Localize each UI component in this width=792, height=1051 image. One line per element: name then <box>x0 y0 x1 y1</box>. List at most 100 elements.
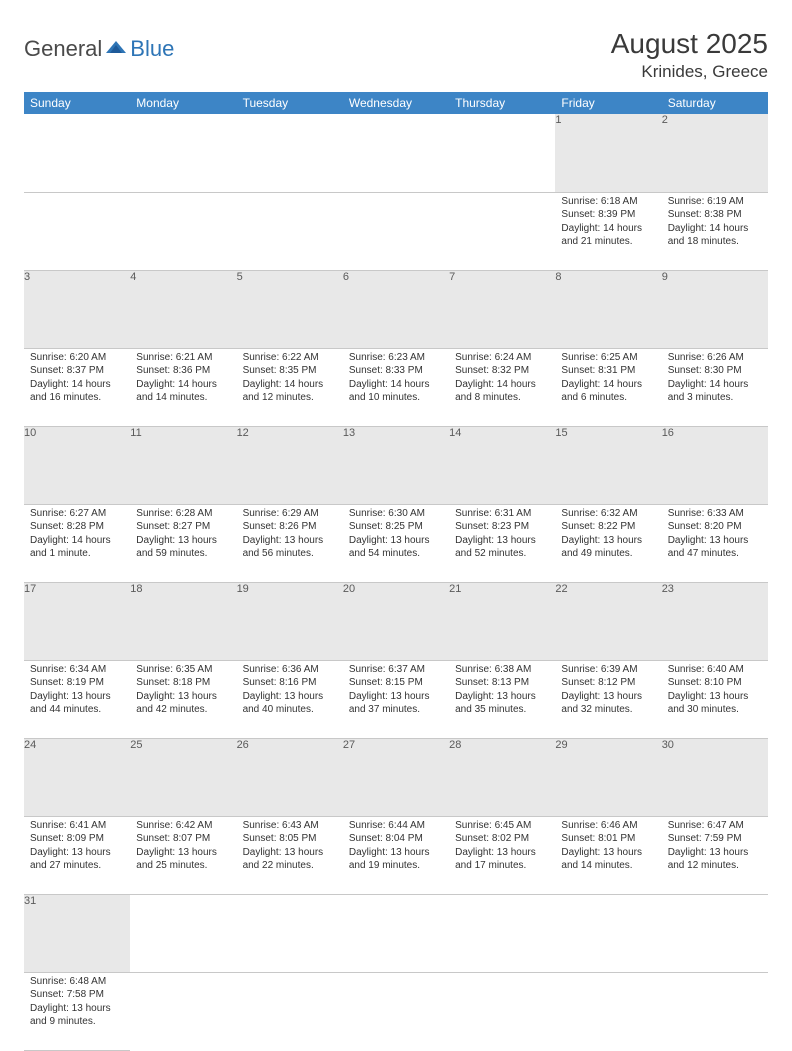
day-line-sr: Sunrise: 6:42 AM <box>136 819 230 833</box>
day-number: 9 <box>662 271 668 283</box>
day-line-d2: and 16 minutes. <box>30 391 124 405</box>
day-line-d1: Daylight: 13 hours <box>668 846 762 860</box>
day-line-d2: and 44 minutes. <box>30 703 124 717</box>
day-number-cell <box>662 894 768 972</box>
day-line-d2: and 14 minutes. <box>561 859 655 873</box>
day-line-sr: Sunrise: 6:35 AM <box>136 663 230 677</box>
day-number-cell: 21 <box>449 582 555 660</box>
day-line-d1: Daylight: 14 hours <box>668 222 762 236</box>
daynum-row: 31 <box>24 894 768 972</box>
day-number: 6 <box>343 271 349 283</box>
day-line-ss: Sunset: 8:09 PM <box>30 832 124 846</box>
title-block: August 2025 Krinides, Greece <box>611 28 768 82</box>
day-line-sr: Sunrise: 6:20 AM <box>30 351 124 365</box>
day-number: 5 <box>237 271 243 283</box>
day-number-cell: 19 <box>237 582 343 660</box>
day-number: 8 <box>555 271 561 283</box>
day-body: Sunrise: 6:28 AMSunset: 8:27 PMDaylight:… <box>130 505 236 565</box>
daynum-row: 17181920212223 <box>24 582 768 660</box>
day-line-sr: Sunrise: 6:21 AM <box>136 351 230 365</box>
day-line-sr: Sunrise: 6:37 AM <box>349 663 443 677</box>
weekday-header: Friday <box>555 92 661 114</box>
day-line-sr: Sunrise: 6:38 AM <box>455 663 549 677</box>
day-cell <box>555 972 661 1050</box>
day-line-d1: Daylight: 13 hours <box>455 534 549 548</box>
day-cell: Sunrise: 6:33 AMSunset: 8:20 PMDaylight:… <box>662 504 768 582</box>
day-cell: Sunrise: 6:35 AMSunset: 8:18 PMDaylight:… <box>130 660 236 738</box>
day-line-d2: and 25 minutes. <box>136 859 230 873</box>
day-number-cell: 17 <box>24 582 130 660</box>
day-number-cell <box>449 114 555 192</box>
day-body: Sunrise: 6:48 AMSunset: 7:58 PMDaylight:… <box>24 973 130 1033</box>
day-line-sr: Sunrise: 6:40 AM <box>668 663 762 677</box>
day-line-sr: Sunrise: 6:45 AM <box>455 819 549 833</box>
day-line-d1: Daylight: 13 hours <box>561 690 655 704</box>
day-line-ss: Sunset: 8:35 PM <box>243 364 337 378</box>
logo: General Blue <box>24 28 174 62</box>
day-line-sr: Sunrise: 6:43 AM <box>243 819 337 833</box>
day-number: 3 <box>24 271 30 283</box>
week-row: Sunrise: 6:41 AMSunset: 8:09 PMDaylight:… <box>24 816 768 894</box>
day-number: 28 <box>449 739 461 751</box>
day-line-d2: and 8 minutes. <box>455 391 549 405</box>
day-line-ss: Sunset: 8:07 PM <box>136 832 230 846</box>
day-number: 17 <box>24 583 36 595</box>
weekday-header: Monday <box>130 92 236 114</box>
day-line-d2: and 14 minutes. <box>136 391 230 405</box>
day-body: Sunrise: 6:26 AMSunset: 8:30 PMDaylight:… <box>662 349 768 409</box>
day-line-sr: Sunrise: 6:44 AM <box>349 819 443 833</box>
day-number-cell: 5 <box>237 270 343 348</box>
day-number-cell: 20 <box>343 582 449 660</box>
day-body: Sunrise: 6:30 AMSunset: 8:25 PMDaylight:… <box>343 505 449 565</box>
day-line-d2: and 1 minute. <box>30 547 124 561</box>
day-line-ss: Sunset: 8:20 PM <box>668 520 762 534</box>
day-line-ss: Sunset: 8:31 PM <box>561 364 655 378</box>
day-cell: Sunrise: 6:18 AMSunset: 8:39 PMDaylight:… <box>555 192 661 270</box>
day-body: Sunrise: 6:25 AMSunset: 8:31 PMDaylight:… <box>555 349 661 409</box>
day-line-d2: and 52 minutes. <box>455 547 549 561</box>
day-line-ss: Sunset: 8:22 PM <box>561 520 655 534</box>
day-number: 15 <box>555 427 567 439</box>
day-line-sr: Sunrise: 6:33 AM <box>668 507 762 521</box>
header: General Blue August 2025 Krinides, Greec… <box>24 28 768 82</box>
day-body: Sunrise: 6:31 AMSunset: 8:23 PMDaylight:… <box>449 505 555 565</box>
day-number-cell: 16 <box>662 426 768 504</box>
day-number-cell: 24 <box>24 738 130 816</box>
day-body: Sunrise: 6:22 AMSunset: 8:35 PMDaylight:… <box>237 349 343 409</box>
day-number-cell: 22 <box>555 582 661 660</box>
day-line-ss: Sunset: 8:05 PM <box>243 832 337 846</box>
day-line-d1: Daylight: 14 hours <box>349 378 443 392</box>
day-line-ss: Sunset: 8:18 PM <box>136 676 230 690</box>
day-line-ss: Sunset: 8:39 PM <box>561 208 655 222</box>
day-line-d1: Daylight: 13 hours <box>349 846 443 860</box>
day-line-ss: Sunset: 8:38 PM <box>668 208 762 222</box>
calendar-body: 12Sunrise: 6:18 AMSunset: 8:39 PMDayligh… <box>24 114 768 1050</box>
day-line-d2: and 18 minutes. <box>668 235 762 249</box>
day-line-ss: Sunset: 8:10 PM <box>668 676 762 690</box>
day-number: 26 <box>237 739 249 751</box>
day-line-sr: Sunrise: 6:32 AM <box>561 507 655 521</box>
day-cell: Sunrise: 6:41 AMSunset: 8:09 PMDaylight:… <box>24 816 130 894</box>
day-cell: Sunrise: 6:21 AMSunset: 8:36 PMDaylight:… <box>130 348 236 426</box>
day-line-d2: and 37 minutes. <box>349 703 443 717</box>
day-number-cell <box>130 114 236 192</box>
day-cell: Sunrise: 6:47 AMSunset: 7:59 PMDaylight:… <box>662 816 768 894</box>
day-number: 11 <box>130 427 141 439</box>
day-cell <box>237 192 343 270</box>
weekday-header: Wednesday <box>343 92 449 114</box>
day-line-d1: Daylight: 13 hours <box>243 846 337 860</box>
day-line-ss: Sunset: 8:33 PM <box>349 364 443 378</box>
day-body: Sunrise: 6:34 AMSunset: 8:19 PMDaylight:… <box>24 661 130 721</box>
day-cell: Sunrise: 6:48 AMSunset: 7:58 PMDaylight:… <box>24 972 130 1050</box>
day-body: Sunrise: 6:44 AMSunset: 8:04 PMDaylight:… <box>343 817 449 877</box>
daynum-row: 24252627282930 <box>24 738 768 816</box>
day-line-sr: Sunrise: 6:47 AM <box>668 819 762 833</box>
day-line-sr: Sunrise: 6:31 AM <box>455 507 549 521</box>
day-line-d2: and 30 minutes. <box>668 703 762 717</box>
location: Krinides, Greece <box>611 62 768 82</box>
day-line-d1: Daylight: 13 hours <box>349 534 443 548</box>
logo-text-2: Blue <box>130 36 174 62</box>
day-cell: Sunrise: 6:28 AMSunset: 8:27 PMDaylight:… <box>130 504 236 582</box>
calendar-head: SundayMondayTuesdayWednesdayThursdayFrid… <box>24 92 768 114</box>
week-row: Sunrise: 6:48 AMSunset: 7:58 PMDaylight:… <box>24 972 768 1050</box>
